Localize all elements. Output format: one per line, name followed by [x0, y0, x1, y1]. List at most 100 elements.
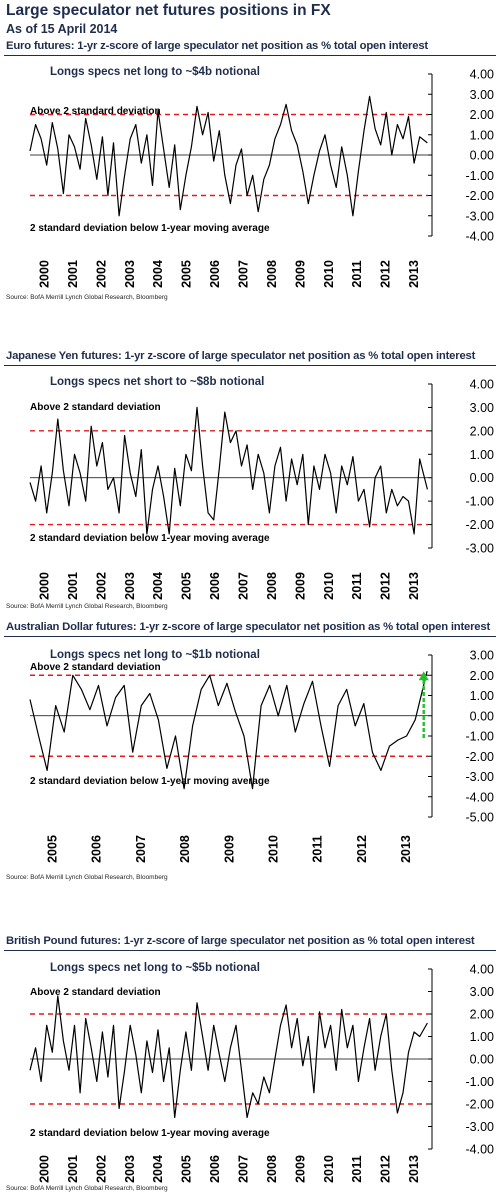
chart-svg-aud: 3.00 2.00 1.00 0.00 -1.00 -2.00 -3.00 -4.00 -5.0… [29, 649, 495, 863]
x-tick-label: 2009 [293, 1155, 307, 1183]
x-tick-label: 2013 [399, 835, 413, 863]
chart-panel-aud: Australian Dollar futures: 1-yr z-score … [0, 621, 502, 886]
source-note: Source: BofA Merrill Lynch Global Resear… [6, 1185, 168, 1192]
source-note: Source: BofA Merrill Lynch Global Resear… [6, 294, 168, 301]
y-tick-label: 1.00 [470, 689, 494, 703]
x-tick-label: 2000 [38, 572, 52, 600]
chart-svg-gbp: 4.00 3.00 2.00 1.00 0.00 -1.00 -2.00 -3.00 -4.00… [29, 962, 495, 1183]
y-tick-label: -4.00 [466, 790, 495, 804]
y-tick-label: 1.00 [470, 1030, 494, 1044]
chart-svg-yen: 4.00 3.00 2.00 1.00 0.00 -1.00 -2.00 -3.00 Longs… [29, 376, 495, 600]
title-rule [4, 950, 496, 951]
annotation-label: Longs specs net long to ~$5b notional [50, 962, 260, 974]
y-tick-label: -2.00 [466, 189, 495, 203]
x-tick-label: 2005 [180, 572, 194, 600]
chart-title: Japanese Yen futures: 1-yr z-score of la… [6, 350, 476, 362]
upper-band-label: Above 2 standard deviation [30, 402, 161, 413]
x-tick-label: 2010 [322, 572, 336, 600]
y-tick-label: -2.00 [466, 518, 495, 532]
x-tick-label: 2001 [66, 572, 80, 600]
y-tick-label: -2.00 [466, 1098, 495, 1112]
series-line [29, 95, 428, 217]
source-note: Source: BofA Merrill Lynch Global Resear… [6, 874, 168, 881]
y-tick-label: 0.00 [470, 709, 494, 723]
y-tick-label: -3.00 [466, 209, 495, 223]
y-tick-label: -1.00 [466, 730, 495, 744]
y-tick-label: 0.00 [470, 1053, 494, 1067]
lower-band-label: 2 standard deviation below 1-year moving… [30, 776, 270, 787]
x-tick-label: 2009 [293, 572, 307, 600]
chart-title: Euro futures: 1-yr z-score of large spec… [6, 40, 428, 52]
x-tick-label: 2011 [311, 835, 325, 862]
source-note: Source: BofA Merrill Lynch Global Resear… [6, 603, 168, 610]
chart-title: Australian Dollar futures: 1-yr z-score … [6, 621, 491, 633]
annotation-label: Longs specs net long to ~$1b notional [50, 649, 260, 661]
x-tick-label: 2004 [151, 572, 165, 600]
x-tick-label: 2006 [208, 260, 222, 288]
lower-band-label: 2 standard deviation below 1-year moving… [30, 223, 270, 234]
title-rule [4, 55, 496, 56]
y-tick-label: -3.00 [466, 1120, 495, 1134]
y-tick-label: 0.00 [470, 471, 494, 485]
y-tick-label: 3.00 [470, 985, 494, 999]
x-tick-label: 2012 [355, 835, 369, 863]
annotation-label: Longs specs net short to ~$8b notional [50, 376, 264, 388]
x-tick-label: 2005 [180, 260, 194, 288]
trend-arrow-head [418, 671, 429, 681]
series-line [29, 406, 428, 535]
y-tick-label: -3.00 [466, 542, 495, 556]
x-tick-label: 2012 [379, 572, 393, 600]
x-tick-label: 2013 [407, 1155, 421, 1183]
x-tick-label: 2008 [265, 572, 279, 600]
y-tick-label: -4.00 [466, 1143, 495, 1157]
x-tick-label: 2004 [151, 260, 165, 288]
x-tick-label: 2011 [350, 260, 364, 287]
y-tick-label: 4.00 [470, 963, 494, 977]
x-tick-label: 2012 [379, 1155, 393, 1183]
x-tick-label: 2002 [94, 1155, 108, 1183]
y-tick-label: 2.00 [470, 424, 494, 438]
x-tick-label: 2007 [237, 572, 251, 600]
x-tick-label: 2005 [45, 835, 59, 863]
x-tick-label: 2004 [151, 1155, 165, 1183]
x-tick-label: 2008 [265, 260, 279, 288]
upper-band-label: Above 2 standard deviation [30, 987, 161, 998]
y-tick-label: 4.00 [470, 378, 494, 392]
x-tick-label: 2013 [407, 572, 421, 600]
x-tick-label: 2006 [90, 835, 104, 863]
annotation-label: Longs specs net long to ~$4b notional [50, 66, 260, 78]
y-tick-label: -5.00 [466, 811, 495, 825]
lower-band-label: 2 standard deviation below 1-year moving… [30, 533, 270, 544]
chart-panel-yen: Japanese Yen futures: 1-yr z-score of la… [0, 350, 502, 615]
series-line [29, 995, 428, 1119]
chart-title: British Pound futures: 1-yr z-score of l… [6, 935, 475, 947]
as-of-date: As of 15 April 2014 [6, 22, 118, 36]
y-tick-label: -2.00 [466, 750, 495, 764]
x-tick-label: 2007 [237, 1155, 251, 1183]
chart-svg-euro: 4.00 3.00 2.00 1.00 0.00 -1.00 -2.00 -3.00 -4.00… [29, 66, 495, 288]
y-tick-label: 2.00 [470, 108, 494, 122]
y-tick-label: -3.00 [466, 770, 495, 784]
y-tick-label: -1.00 [466, 169, 495, 183]
x-tick-label: 2000 [38, 260, 52, 288]
x-tick-label: 2013 [407, 260, 421, 288]
upper-band-label: Above 2 standard deviation [30, 662, 161, 673]
x-tick-label: 2012 [379, 260, 393, 288]
x-tick-label: 2001 [66, 260, 80, 288]
y-tick-label: -1.00 [466, 495, 495, 509]
title-rule [4, 365, 496, 366]
x-tick-label: 2006 [208, 1155, 222, 1183]
y-tick-label: 3.00 [470, 649, 494, 663]
upper-band-label: Above 2 standard deviation [30, 106, 161, 117]
y-tick-label: 0.00 [470, 149, 494, 163]
y-tick-label: 2.00 [470, 1008, 494, 1022]
x-tick-label: 2003 [123, 260, 137, 288]
x-tick-label: 2007 [237, 260, 251, 288]
x-tick-label: 2008 [265, 1155, 279, 1183]
x-tick-label: 2002 [94, 572, 108, 600]
y-tick-label: 4.00 [470, 68, 494, 82]
chart-panel-euro: Euro futures: 1-yr z-score of large spec… [0, 40, 502, 310]
x-tick-label: 2007 [134, 835, 148, 863]
x-tick-label: 2001 [66, 1155, 80, 1183]
x-tick-label: 2009 [222, 835, 236, 863]
